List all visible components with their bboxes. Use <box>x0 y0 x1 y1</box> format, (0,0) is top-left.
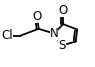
Text: O: O <box>58 4 68 17</box>
Text: O: O <box>33 10 42 23</box>
Text: Cl: Cl <box>1 29 13 42</box>
Text: N: N <box>50 27 59 40</box>
Text: S: S <box>58 39 65 52</box>
